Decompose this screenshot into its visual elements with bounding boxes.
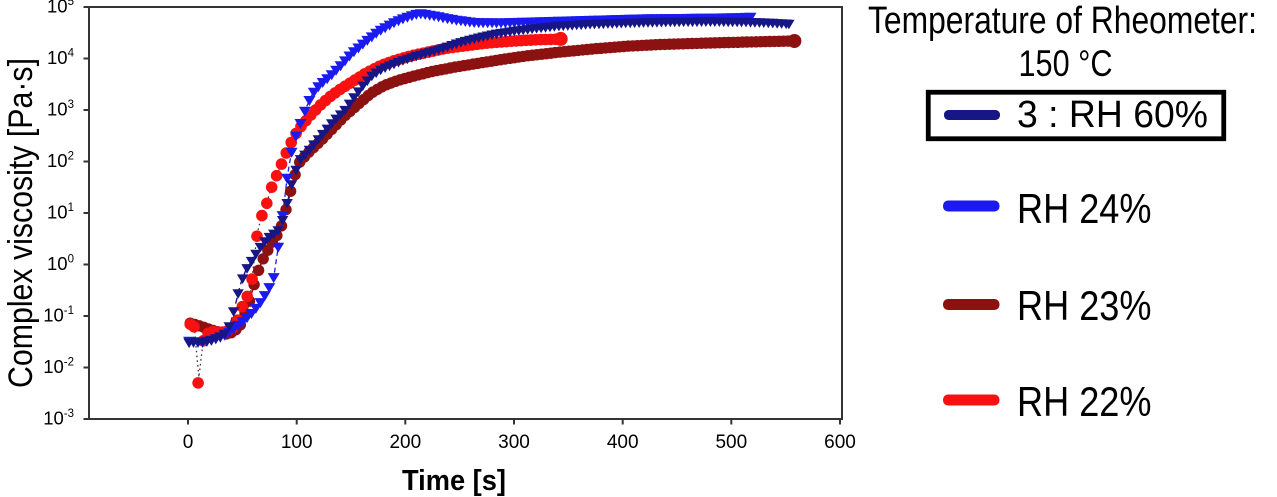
svg-text:105: 105 <box>47 0 74 17</box>
svg-text:102: 102 <box>47 150 74 171</box>
svg-text:103: 103 <box>47 99 74 120</box>
svg-text:150 °C: 150 °C <box>1019 43 1113 84</box>
svg-text:0: 0 <box>183 432 194 453</box>
svg-text:400: 400 <box>607 432 639 453</box>
svg-text:200: 200 <box>389 432 421 453</box>
svg-text:Temperature of Rheometer:: Temperature of Rheometer: <box>868 0 1257 42</box>
svg-text:RH 22%: RH 22% <box>1017 378 1152 425</box>
svg-text:Time [s]: Time [s] <box>402 465 506 497</box>
svg-text:600: 600 <box>824 432 856 453</box>
svg-text:300: 300 <box>498 432 530 453</box>
svg-text:RH 24%: RH 24% <box>1017 185 1152 232</box>
svg-text:101: 101 <box>47 202 74 223</box>
svg-text:RH 23%: RH 23% <box>1017 282 1152 329</box>
svg-text:500: 500 <box>715 432 747 453</box>
svg-text:100: 100 <box>47 253 74 274</box>
svg-text:Complex viscosity [Pa·s]: Complex viscosity [Pa·s] <box>2 58 40 388</box>
svg-text:100: 100 <box>281 432 313 453</box>
svg-text:3 : RH 60%: 3 : RH 60% <box>1017 94 1208 136</box>
